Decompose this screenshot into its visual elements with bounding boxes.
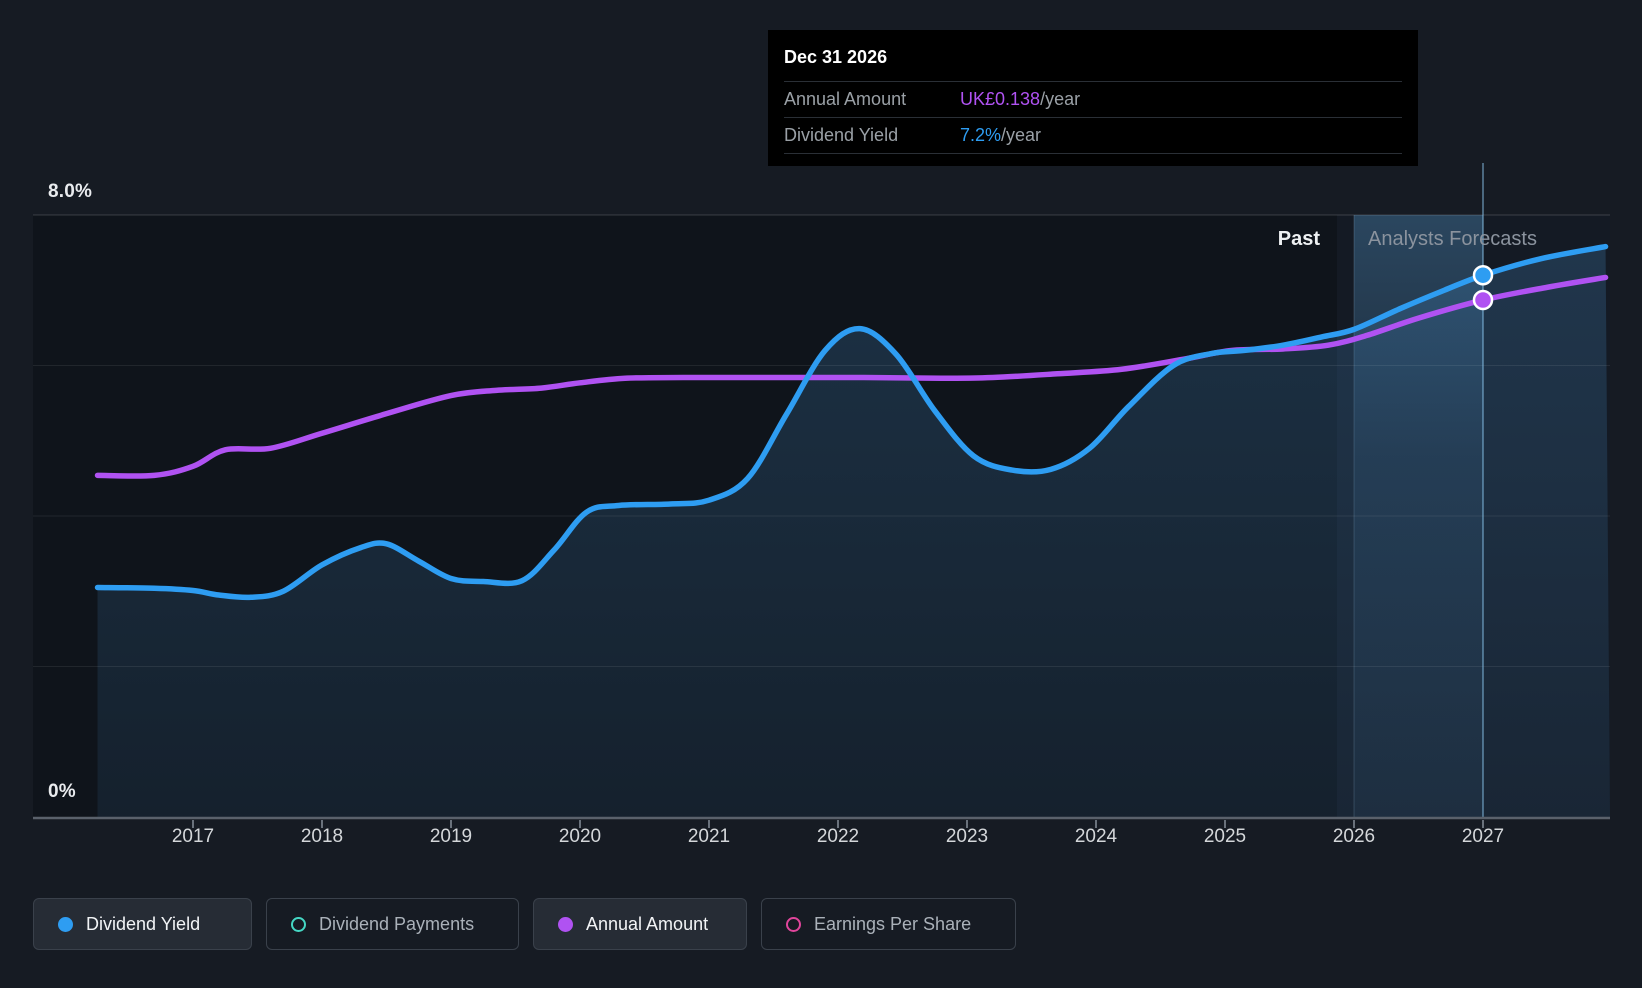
legend-toggle-dividend-yield[interactable]: Dividend Yield bbox=[33, 898, 252, 950]
x-axis-year-label: 2017 bbox=[171, 826, 215, 847]
chart-legend: Dividend Yield Dividend Payments Annual … bbox=[33, 898, 1016, 950]
annual-amount-dot-icon bbox=[558, 916, 573, 932]
tooltip-date: Dec 31 2026 bbox=[784, 47, 888, 67]
x-axis-year-label: 2020 bbox=[558, 826, 602, 847]
tooltip-value: 7.2% bbox=[960, 125, 1002, 145]
x-axis-year-label: 2018 bbox=[300, 826, 344, 847]
tooltip-value-suffix: /year bbox=[1001, 125, 1042, 145]
legend-toggle-earnings-per-share[interactable]: Earnings Per Share bbox=[761, 898, 1016, 950]
x-axis-year-label: 2025 bbox=[1203, 826, 1247, 847]
tooltip-row-annual-amount: Annual Amount UK£0.138/year bbox=[784, 81, 1402, 117]
x-axis-year-label: 2024 bbox=[1074, 826, 1118, 847]
dividend-payments-ring-icon bbox=[291, 916, 306, 932]
x-axis-year-label: 2019 bbox=[429, 826, 473, 847]
analysts-forecasts-label: Analysts Forecasts bbox=[1368, 228, 1537, 250]
tooltip-label: Annual Amount bbox=[784, 89, 907, 109]
legend-label: Annual Amount bbox=[586, 913, 709, 934]
legend-toggle-annual-amount[interactable]: Annual Amount bbox=[533, 898, 747, 950]
past-label: Past bbox=[1277, 228, 1320, 250]
x-axis-year-label: 2026 bbox=[1332, 826, 1376, 847]
y-axis-min-label: 0% bbox=[48, 781, 76, 802]
legend-toggle-dividend-payments[interactable]: Dividend Payments bbox=[266, 898, 519, 950]
dividend-yield-dot-icon bbox=[58, 916, 73, 932]
tooltip-row-dividend-yield: Dividend Yield 7.2%/year bbox=[784, 117, 1402, 154]
x-axis-year-label: 2021 bbox=[687, 826, 731, 847]
legend-label: Dividend Payments bbox=[319, 913, 475, 934]
x-axis-year-label: 2022 bbox=[816, 826, 860, 847]
x-axis-year-label: 2023 bbox=[945, 826, 989, 847]
tooltip-value: UK£0.138 bbox=[960, 89, 1041, 109]
chart-tooltip: Dec 31 2026 Annual Amount UK£0.138/year … bbox=[768, 30, 1418, 166]
tooltip-value-suffix: /year bbox=[1040, 89, 1081, 109]
legend-label: Earnings Per Share bbox=[814, 913, 972, 934]
y-axis-max-label: 8.0% bbox=[48, 181, 93, 202]
legend-label: Dividend Yield bbox=[86, 913, 201, 934]
tooltip-label: Dividend Yield bbox=[784, 125, 899, 145]
x-axis-year-label: 2027 bbox=[1461, 826, 1505, 847]
earnings-per-share-ring-icon bbox=[786, 916, 801, 932]
